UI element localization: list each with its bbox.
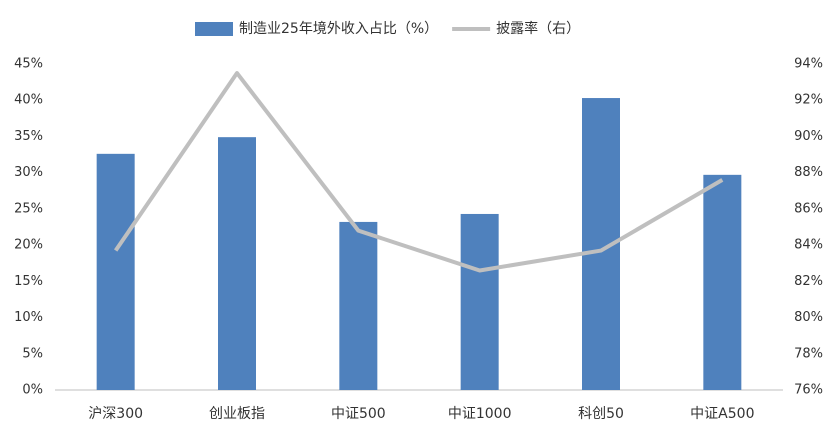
y2-tick-label: 82% [794,274,823,289]
y-tick-label: 0% [22,383,43,398]
legend-label: 披露率（右） [496,20,580,37]
line [114,71,724,273]
legend-label: 制造业25年境外收入占比（%） [239,21,438,37]
bar [703,174,742,390]
y-tick-label: 30% [14,165,43,180]
legend-swatch [195,22,233,36]
y2-tick-label: 84% [794,238,823,253]
bar [460,213,499,390]
y2-tick-label: 88% [794,165,823,180]
x-tick-label: 沪深300 [88,406,143,422]
y2-tick-label: 92% [794,93,823,108]
x-tick-label: 中证A500 [690,406,754,422]
y-tick-label: 20% [14,238,43,253]
y2-tick-label: 86% [794,201,823,216]
y-tick-label: 5% [22,346,43,361]
bar [218,137,256,390]
x-tick-label: 中证1000 [448,406,512,422]
y2-tick-label: 94% [794,57,823,72]
y-tick-label: 45% [14,57,43,72]
y2-tick-label: 78% [794,346,823,361]
y2-tick-label: 80% [794,310,823,325]
y-tick-label: 15% [14,274,43,289]
y-tick-label: 10% [14,310,43,325]
bar [96,153,135,390]
y-tick-label: 25% [14,201,43,216]
x-tick-label: 创业板指 [209,406,265,422]
bar [339,221,378,390]
y2-tick-label: 90% [794,129,823,144]
y-tick-label: 40% [14,93,43,108]
y-tick-label: 35% [14,129,43,144]
x-tick-label: 中证500 [331,406,386,422]
x-tick-label: 科创50 [578,406,624,422]
y2-tick-label: 76% [794,383,823,398]
